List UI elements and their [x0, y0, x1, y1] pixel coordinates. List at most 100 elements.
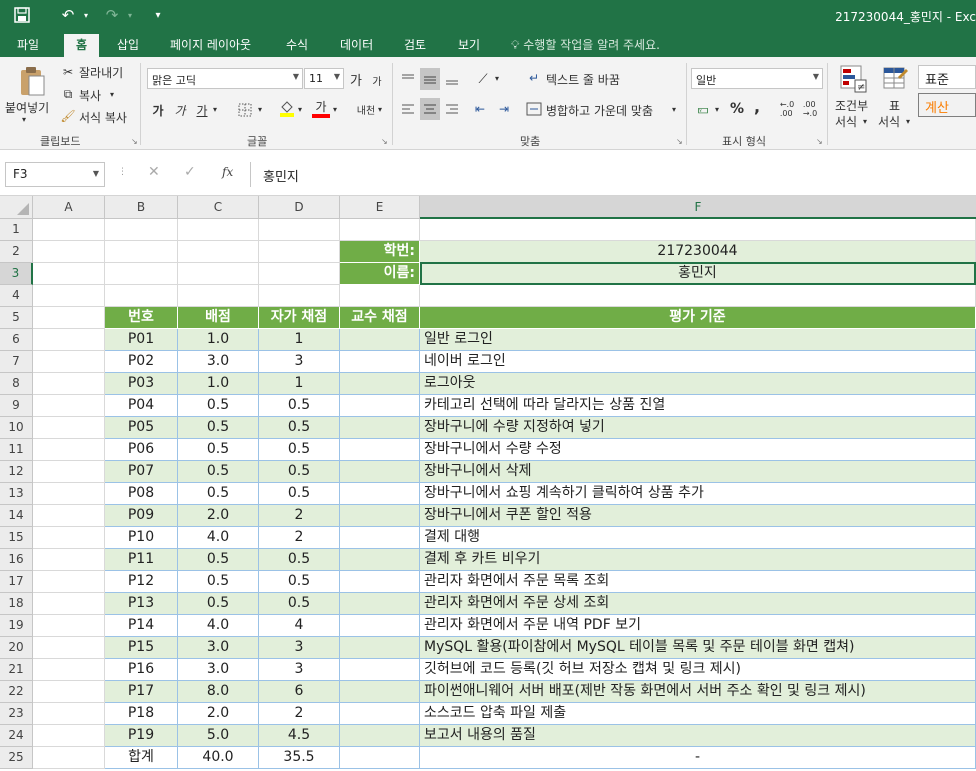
cell-c22[interactable]: 8.0 [178, 681, 259, 703]
cell-b20[interactable]: P15 [105, 637, 178, 659]
font-color-dropdown-icon[interactable]: ▾ [333, 105, 338, 114]
cell-c4[interactable] [178, 285, 259, 307]
paste-button[interactable]: 붙여넣기 [5, 101, 50, 115]
cell-d18[interactable]: 0.5 [259, 593, 340, 615]
conditional-formatting-label-2[interactable]: 서식 [835, 115, 858, 129]
copy-dropdown-icon[interactable]: ▾ [110, 90, 115, 99]
cell-a13[interactable] [33, 483, 105, 505]
tab-page-layout[interactable]: 페이지 레이아웃 [170, 38, 252, 52]
col-header-d[interactable]: D [259, 196, 340, 219]
fill-color-icon[interactable] [278, 99, 296, 117]
cell-b21[interactable]: P16 [105, 659, 178, 681]
cell-a8[interactable] [33, 373, 105, 395]
cancel-icon[interactable]: ✕ [148, 164, 160, 180]
orientation-icon[interactable]: ⟋ [478, 71, 488, 87]
align-center-icon[interactable] [420, 98, 440, 120]
cell-c9[interactable]: 0.5 [178, 395, 259, 417]
cell-e24[interactable] [340, 725, 420, 747]
cell-b23[interactable]: P18 [105, 703, 178, 725]
cell-e17[interactable] [340, 571, 420, 593]
paste-icon[interactable] [17, 65, 47, 97]
cell-a7[interactable] [33, 351, 105, 373]
row-header-25[interactable]: 25 [0, 747, 33, 769]
cell-e19[interactable] [340, 615, 420, 637]
cell-e12[interactable] [340, 461, 420, 483]
cell-e6[interactable] [340, 329, 420, 351]
row-header-18[interactable]: 18 [0, 593, 33, 615]
accounting-format-icon[interactable]: 💴︎ [697, 101, 709, 116]
font-name-select[interactable]: 맑은 고딕 ▼ [147, 68, 303, 89]
insert-function-icon[interactable]: fx [222, 165, 234, 179]
clipboard-launcher-icon[interactable]: ↘ [131, 137, 138, 146]
row-header-19[interactable]: 19 [0, 615, 33, 637]
row-header-11[interactable]: 11 [0, 439, 33, 461]
conditional-formatting-icon[interactable]: ≠ [838, 63, 868, 95]
cell-e1[interactable] [340, 219, 420, 241]
cell-f12[interactable]: 장바구니에서 삭제 [420, 461, 976, 483]
cell-d22[interactable]: 6 [259, 681, 340, 703]
cell-c17[interactable]: 0.5 [178, 571, 259, 593]
formula-input[interactable]: 홍민지 [250, 162, 976, 187]
cell-c10[interactable]: 0.5 [178, 417, 259, 439]
row-header-21[interactable]: 21 [0, 659, 33, 681]
cell-a5[interactable] [33, 307, 105, 329]
undo-icon[interactable]: ↶ [61, 6, 75, 24]
cell-e18[interactable] [340, 593, 420, 615]
cell-a24[interactable] [33, 725, 105, 747]
cell-f7[interactable]: 네이버 로그인 [420, 351, 976, 373]
cell-e23[interactable] [340, 703, 420, 725]
cell-d3[interactable] [259, 263, 340, 285]
total-cell-e[interactable] [340, 747, 420, 769]
cell-f13[interactable]: 장바구니에서 쇼핑 계속하기 클릭하여 상품 추가 [420, 483, 976, 505]
cell-a12[interactable] [33, 461, 105, 483]
cell-f15[interactable]: 결제 대행 [420, 527, 976, 549]
customize-qat-icon[interactable]: ▾ [155, 9, 161, 21]
cell-b10[interactable]: P05 [105, 417, 178, 439]
tell-me-box[interactable]: 💡︎ 수행할 작업을 알려 주세요. [511, 36, 660, 53]
cell-d8[interactable]: 1 [259, 373, 340, 395]
cell-b17[interactable]: P12 [105, 571, 178, 593]
cell-b9[interactable]: P04 [105, 395, 178, 417]
cell-c11[interactable]: 0.5 [178, 439, 259, 461]
cell-a1[interactable] [33, 219, 105, 241]
phonetic-dropdown-icon[interactable]: ▾ [378, 105, 383, 114]
table-header-e[interactable]: 교수 채점 [340, 307, 420, 329]
grow-font-button[interactable]: 가 [350, 73, 362, 89]
cell-a21[interactable] [33, 659, 105, 681]
cell-a20[interactable] [33, 637, 105, 659]
row-header-12[interactable]: 12 [0, 461, 33, 483]
borders-dropdown-icon[interactable]: ▾ [258, 105, 263, 114]
cell-f10[interactable]: 장바구니에 수량 지정하여 넣기 [420, 417, 976, 439]
increase-decimal-icon[interactable]: ←.0.00 [779, 100, 795, 118]
cell-b18[interactable]: P13 [105, 593, 178, 615]
cell-f14[interactable]: 장바구니에서 쿠폰 할인 적용 [420, 505, 976, 527]
undo-dropdown-icon[interactable]: ▾ [83, 10, 88, 20]
cell-f16[interactable]: 결제 후 카트 비우기 [420, 549, 976, 571]
cell-a10[interactable] [33, 417, 105, 439]
row-header-9[interactable]: 9 [0, 395, 33, 417]
cell-c6[interactable]: 1.0 [178, 329, 259, 351]
cell-b2[interactable] [105, 241, 178, 263]
row-header-15[interactable]: 15 [0, 527, 33, 549]
cell-b14[interactable]: P09 [105, 505, 178, 527]
cell-e21[interactable] [340, 659, 420, 681]
enter-icon[interactable]: ✓ [184, 164, 196, 180]
row-header-7[interactable]: 7 [0, 351, 33, 373]
cell-c2[interactable] [178, 241, 259, 263]
cell-b3[interactable] [105, 263, 178, 285]
name-value[interactable]: 홍민지 [420, 263, 976, 285]
cell-a15[interactable] [33, 527, 105, 549]
cell-f23[interactable]: 소스코드 압축 파일 제출 [420, 703, 976, 725]
tab-file[interactable]: 파일 [17, 38, 40, 52]
cell-a16[interactable] [33, 549, 105, 571]
cell-a23[interactable] [33, 703, 105, 725]
cell-a11[interactable] [33, 439, 105, 461]
decrease-decimal-icon[interactable]: .00 →.0 [802, 100, 818, 118]
cell-c21[interactable]: 3.0 [178, 659, 259, 681]
decrease-indent-icon[interactable]: ⇤ [474, 102, 486, 116]
cell-b4[interactable] [105, 285, 178, 307]
col-header-a[interactable]: A [33, 196, 105, 219]
row-header-6[interactable]: 6 [0, 329, 33, 351]
cell-c23[interactable]: 2.0 [178, 703, 259, 725]
cell-d19[interactable]: 4 [259, 615, 340, 637]
